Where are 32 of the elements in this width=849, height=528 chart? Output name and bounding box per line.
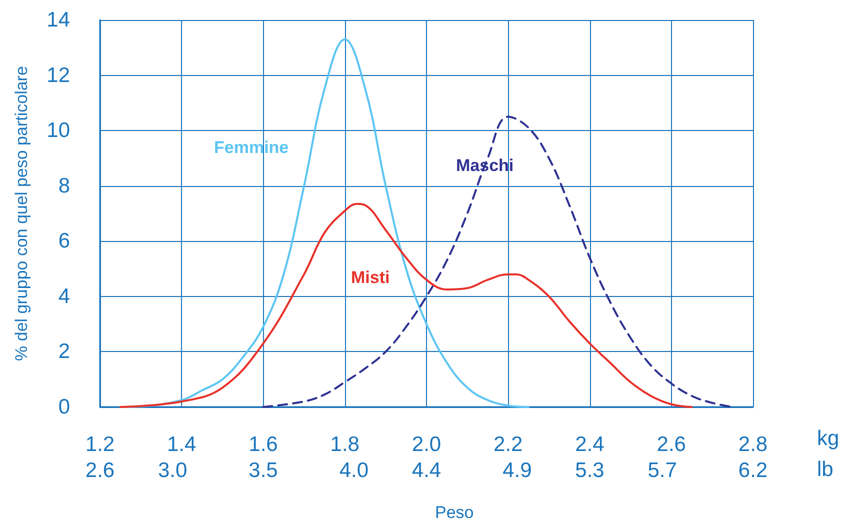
y-tick-label: 4 [58,284,70,308]
line-series [119,202,693,408]
x2-tick-label: 6.2 [738,459,768,482]
y-tick-label: 8 [58,174,70,198]
x-tick-label: 1.8 [330,433,360,456]
x2-tick-label: 4.0 [339,459,369,482]
x-tick-label: 2.0 [412,433,442,456]
y-tick-label: 12 [46,64,70,87]
series-label: Misti [351,268,390,287]
x-tick-label: 2.6 [656,433,686,456]
x2-axis-title: lb [817,458,834,481]
x-tick-label: 2.8 [738,433,768,456]
y-tick-label: 2 [58,340,70,364]
y-tick-label: 6 [58,230,70,253]
x-tick-label: 1.6 [248,433,278,456]
y-tick-label: 10 [46,119,70,142]
text: kg [817,427,840,450]
x2-tick-label: 4.9 [502,459,532,482]
x-tick-label: 2.2 [494,433,523,456]
y-axis-title: % del gruppo con quel peso particolare [12,66,31,361]
x-tick-label: 2.4 [575,433,605,456]
x2-tick-label: 3.5 [248,459,278,482]
x2-tick-label: 4.4 [412,459,442,482]
x2-tick-label: 5.3 [575,459,604,482]
x-tick-label: 1.2 [85,433,115,456]
x2-tick-label: 3.0 [158,459,188,482]
x-axis-title: Peso [435,503,474,522]
y-tick-label: 14 [46,8,70,32]
x2-tick-label: 2.6 [85,459,115,482]
x-tick-label: 1.4 [167,433,197,456]
y-tick-label: 0 [58,396,70,418]
x2-tick-label: 5.7 [648,459,677,482]
